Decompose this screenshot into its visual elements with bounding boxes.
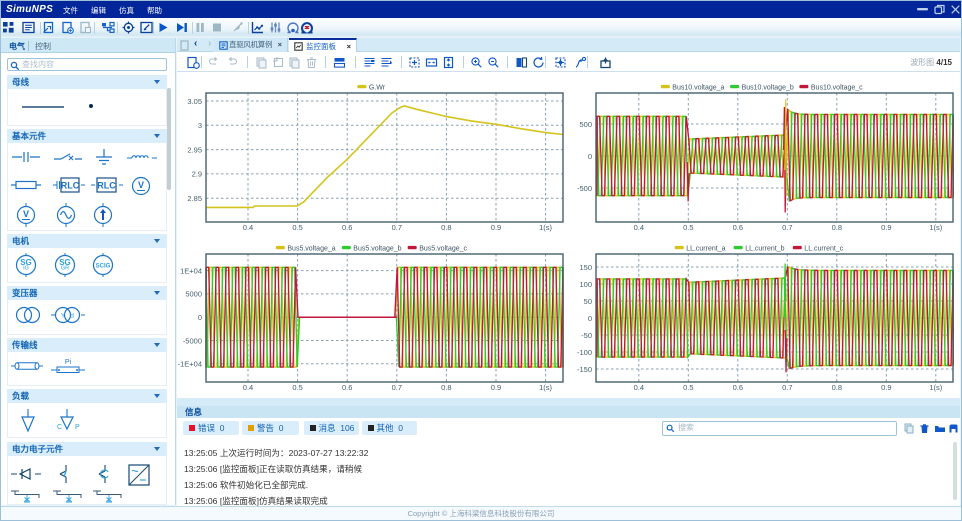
svg-text:Y: Y bbox=[61, 313, 66, 320]
svg-text:Bus10.voltage_b: Bus10.voltage_b bbox=[742, 85, 794, 92]
svg-text:0.8: 0.8 bbox=[441, 223, 451, 232]
svg-text:5000: 5000 bbox=[185, 290, 202, 299]
svg-text:3.05: 3.05 bbox=[187, 97, 202, 106]
svg-text:500: 500 bbox=[579, 120, 592, 129]
svg-text:0.5: 0.5 bbox=[292, 223, 302, 232]
svg-text:0.4: 0.4 bbox=[243, 383, 253, 392]
svg-text:0.8: 0.8 bbox=[832, 223, 842, 232]
svg-text:1E+04: 1E+04 bbox=[180, 266, 202, 275]
svg-text:C: C bbox=[57, 424, 62, 431]
svg-text:V: V bbox=[23, 209, 29, 219]
svg-text:0.4: 0.4 bbox=[634, 383, 644, 392]
svg-text:Bus10.voltage_c: Bus10.voltage_c bbox=[811, 85, 863, 92]
svg-text:0.6: 0.6 bbox=[342, 223, 352, 232]
svg-text:-50: -50 bbox=[581, 331, 592, 340]
svg-text:d: d bbox=[70, 313, 74, 320]
svg-text:1(s): 1(s) bbox=[539, 383, 552, 392]
svg-text:IG: IG bbox=[23, 266, 29, 272]
svg-text:3: 3 bbox=[198, 121, 202, 130]
svg-text:RLC: RLC bbox=[61, 181, 80, 191]
svg-text:V: V bbox=[138, 180, 144, 190]
svg-text:LL.current_a: LL.current_a bbox=[686, 246, 725, 253]
svg-text:0: 0 bbox=[588, 314, 592, 323]
svg-text:Bus5.voltage_b: Bus5.voltage_b bbox=[353, 246, 401, 253]
svg-text:SG: SG bbox=[20, 258, 32, 267]
svg-text:0.6: 0.6 bbox=[733, 223, 743, 232]
svg-text:0.9: 0.9 bbox=[881, 223, 891, 232]
svg-text:0.5: 0.5 bbox=[683, 383, 693, 392]
svg-text:0.7: 0.7 bbox=[782, 383, 792, 392]
svg-text:0.9: 0.9 bbox=[881, 383, 891, 392]
svg-text:GR: GR bbox=[61, 266, 69, 272]
svg-text:2.9: 2.9 bbox=[192, 170, 202, 179]
svg-text:SG: SG bbox=[59, 258, 71, 267]
svg-text:1(s): 1(s) bbox=[539, 223, 552, 232]
svg-text:0.6: 0.6 bbox=[342, 383, 352, 392]
svg-text:Bus5.voltage_c: Bus5.voltage_c bbox=[419, 246, 467, 253]
svg-text:-500: -500 bbox=[577, 184, 592, 193]
svg-text:-1E+04: -1E+04 bbox=[178, 360, 202, 369]
svg-text:RLC: RLC bbox=[97, 181, 116, 191]
svg-text:150: 150 bbox=[579, 263, 592, 272]
svg-text:0.7: 0.7 bbox=[392, 223, 402, 232]
svg-text:0.6: 0.6 bbox=[733, 383, 743, 392]
svg-text:0.7: 0.7 bbox=[782, 223, 792, 232]
svg-text:1(s): 1(s) bbox=[929, 383, 942, 392]
svg-text:P: P bbox=[75, 424, 80, 431]
svg-text:100: 100 bbox=[579, 280, 592, 289]
svg-text:G.Wr: G.Wr bbox=[369, 85, 386, 92]
svg-text:0.8: 0.8 bbox=[832, 383, 842, 392]
svg-text:SCIG: SCIG bbox=[96, 264, 111, 270]
svg-text:0.7: 0.7 bbox=[392, 383, 402, 392]
svg-text:0.9: 0.9 bbox=[491, 223, 501, 232]
svg-text:0: 0 bbox=[588, 152, 592, 161]
svg-text:-100: -100 bbox=[577, 348, 592, 357]
svg-text:1(s): 1(s) bbox=[929, 223, 942, 232]
svg-text:LL.current_c: LL.current_c bbox=[804, 246, 843, 253]
svg-text:Pi: Pi bbox=[65, 359, 72, 366]
svg-text:0.5: 0.5 bbox=[683, 223, 693, 232]
svg-text:0.4: 0.4 bbox=[243, 223, 253, 232]
svg-text:0: 0 bbox=[198, 313, 202, 322]
svg-text:0.4: 0.4 bbox=[634, 223, 644, 232]
svg-text:-150: -150 bbox=[577, 365, 592, 374]
svg-text:-5000: -5000 bbox=[183, 336, 202, 345]
svg-text:Bus5.voltage_a: Bus5.voltage_a bbox=[287, 246, 335, 253]
svg-text:2.85: 2.85 bbox=[187, 194, 202, 203]
svg-text:0.5: 0.5 bbox=[292, 383, 302, 392]
svg-text:0.9: 0.9 bbox=[491, 383, 501, 392]
svg-text:LL.current_b: LL.current_b bbox=[745, 246, 784, 253]
svg-text:Bus10.voltage_a: Bus10.voltage_a bbox=[672, 85, 724, 92]
svg-text:2.95: 2.95 bbox=[187, 145, 202, 154]
svg-text:50: 50 bbox=[584, 297, 592, 306]
svg-text:0.8: 0.8 bbox=[441, 383, 451, 392]
